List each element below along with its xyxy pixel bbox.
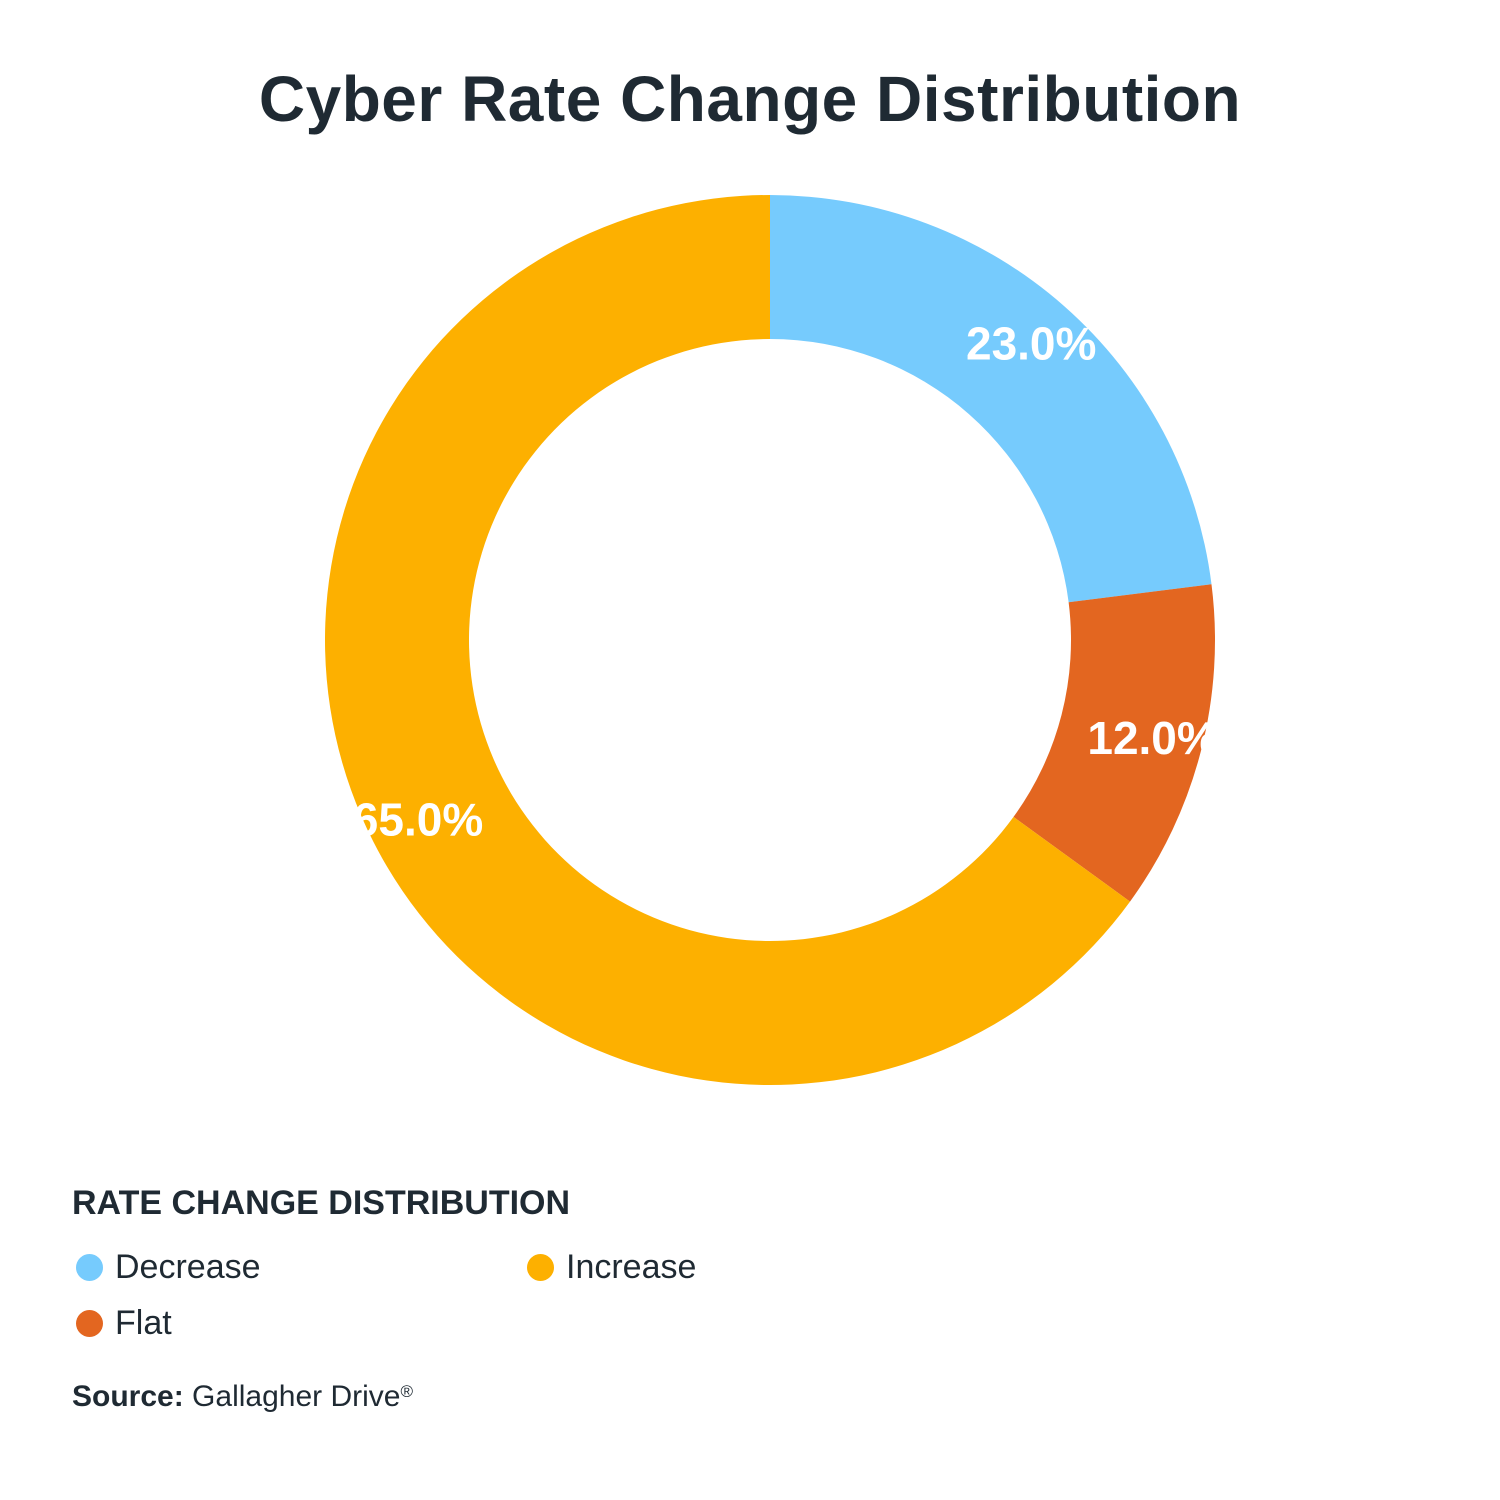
legend-item-flat: Flat: [76, 1304, 172, 1343]
slice-decrease: [770, 195, 1212, 603]
donut-slices: [325, 195, 1215, 1085]
legend-swatch-increase: [527, 1254, 554, 1281]
source-label: Source:: [72, 1380, 184, 1413]
legend-item-increase: Increase: [527, 1248, 696, 1287]
legend-title: RATE CHANGE DISTRIBUTION: [72, 1184, 571, 1222]
slice-increase: [325, 195, 1131, 1085]
registered-mark: ®: [400, 1382, 413, 1401]
source-text: Gallagher Drive: [192, 1380, 401, 1413]
legend-swatch-flat: [76, 1310, 103, 1337]
legend-label-increase: Increase: [566, 1248, 697, 1286]
legend-label-decrease: Decrease: [115, 1248, 261, 1286]
legend-item-decrease: Decrease: [76, 1248, 261, 1287]
slice-label-increase: 65.0%: [353, 793, 483, 845]
slice-label-flat: 12.0%: [1087, 712, 1217, 764]
slice-flat: [1013, 584, 1215, 902]
source-note: Source: Gallagher Drive®: [72, 1380, 413, 1414]
slice-label-decrease: 23.0%: [966, 318, 1096, 370]
chart-title: Cyber Rate Change Distribution: [258, 63, 1242, 135]
donut-slice-labels: 23.0% 12.0% 65.0%: [353, 318, 1218, 846]
legend-label-flat: Flat: [115, 1304, 172, 1342]
legend-swatch-decrease: [76, 1254, 103, 1281]
